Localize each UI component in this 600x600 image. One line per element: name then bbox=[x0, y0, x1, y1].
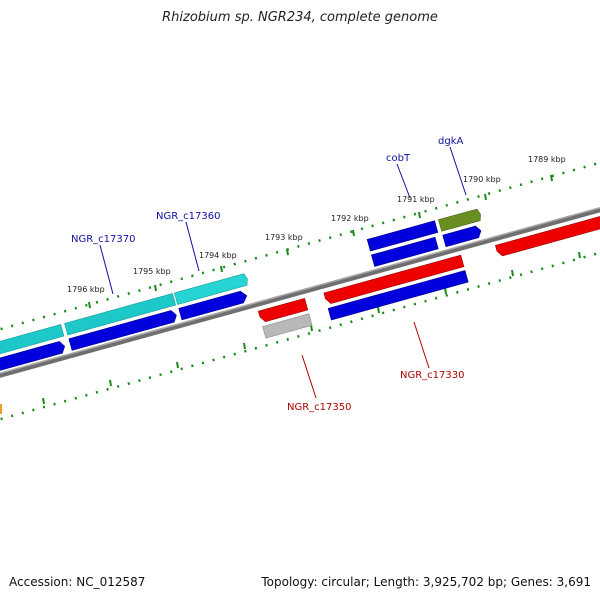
tick-label-1790: 1790 kbp bbox=[463, 175, 501, 184]
gene-ngr-c17360-cyan[interactable] bbox=[174, 273, 249, 305]
accession-label: Accession: NC_012587 bbox=[9, 575, 146, 589]
genome-summary-label: Topology: circular; Length: 3,925,702 bp… bbox=[261, 575, 591, 589]
gene-ngr-c17330-cds[interactable] bbox=[323, 254, 465, 305]
gene-cds-blue-3[interactable] bbox=[442, 225, 483, 248]
gene-ngr-c17350-cds[interactable] bbox=[257, 297, 309, 323]
tick-label-1791: 1791 kbp bbox=[397, 195, 435, 204]
gene-ngr-c17370-cyan[interactable] bbox=[64, 293, 177, 336]
gene-ngr-c17370-cds[interactable] bbox=[68, 309, 178, 351]
tick-label-1793: 1793 kbp bbox=[265, 233, 303, 242]
gene-ngr-c17330-blue[interactable] bbox=[327, 270, 469, 321]
tick-label-1789: 1789 kbp bbox=[528, 155, 566, 164]
gene-label-ngr-c17370: NGR_c17370 bbox=[71, 234, 136, 245]
genome-backbone bbox=[0, 207, 600, 378]
gene-cds-blue-2[interactable] bbox=[371, 236, 439, 267]
gene-orange-marker bbox=[0, 404, 2, 414]
leader-ngr-c17360 bbox=[185, 221, 200, 272]
tick-label-1794: 1794 kbp bbox=[199, 251, 237, 260]
gene-label-ngr-c17360: NGR_c17360 bbox=[156, 211, 221, 222]
tick-label-1795: 1795 kbp bbox=[133, 267, 171, 276]
gene-label-ngr-c17330: NGR_c17330 bbox=[400, 370, 465, 381]
leader-dgka bbox=[449, 146, 467, 196]
gene-label-dgka: dgkA bbox=[438, 136, 463, 147]
gene-label-cobt: cobT bbox=[386, 153, 411, 164]
gene-cobt[interactable] bbox=[366, 220, 439, 252]
gene-ngr-c17380-cyan[interactable] bbox=[0, 324, 65, 360]
gene-ngr-c17360-cds[interactable] bbox=[178, 290, 249, 321]
leader-cobt bbox=[396, 163, 411, 199]
gene-cds-blue-1[interactable] bbox=[0, 340, 66, 376]
map-title: Rhizobium sp. NGR234, complete genome bbox=[162, 10, 438, 25]
leader-ngr-c17330 bbox=[413, 321, 430, 369]
major-ticks bbox=[42, 174, 581, 405]
leader-ngr-c17370 bbox=[99, 244, 114, 295]
gene-cds-red-right[interactable] bbox=[495, 209, 600, 257]
tick-label-1796: 1796 kbp bbox=[67, 285, 105, 294]
gene-dgka[interactable] bbox=[438, 208, 482, 232]
tick-label-1792: 1792 kbp bbox=[331, 214, 369, 223]
gene-label-ngr-c17350: NGR_c17350 bbox=[287, 402, 352, 413]
leader-ngr-c17350 bbox=[301, 354, 317, 399]
gene-ngr-c17350-gray[interactable] bbox=[262, 313, 313, 339]
